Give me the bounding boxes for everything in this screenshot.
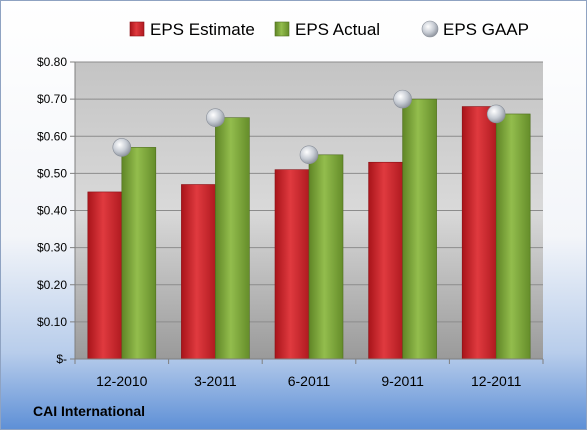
company-name: CAI International: [33, 403, 145, 419]
x-axis: 12-2010 3-2011 6-2011 9-2011 12-2011: [74, 358, 544, 389]
legend-label: EPS Estimate: [150, 20, 255, 39]
legend-swatch-eps-estimate: [129, 21, 145, 37]
bar-eps-estimate: [274, 169, 310, 360]
bar-eps-estimate: [181, 184, 216, 360]
marker-eps-gaap: [112, 138, 132, 157]
marker-eps-gaap: [299, 145, 319, 165]
legend-label: EPS Actual: [295, 20, 380, 39]
legend-label: EPS GAAP: [443, 20, 529, 39]
marker-eps-gaap: [486, 104, 506, 124]
marker-eps-gaap: [206, 108, 225, 127]
y-tick-label: $0.40: [37, 204, 67, 218]
gaap-markers: [112, 89, 506, 165]
y-tick-label: $0.70: [37, 92, 67, 106]
y-tick-label: $0.80: [37, 55, 67, 69]
bar-eps-actual: [308, 154, 344, 360]
y-tick-label: $-: [56, 352, 67, 366]
y-tick-label: $0.60: [37, 129, 67, 143]
bar-eps-actual: [402, 98, 437, 360]
legend-swatch-eps-actual: [274, 21, 290, 37]
legend-swatch-eps-gaap: [421, 20, 439, 38]
bar-eps-actual: [215, 117, 250, 360]
bar-eps-actual: [495, 113, 531, 360]
x-category-label: 9-2011: [381, 373, 424, 389]
marker-eps-gaap: [393, 89, 412, 109]
y-tick-label: $0.20: [37, 278, 67, 292]
x-category-label: 12-2010: [96, 373, 148, 389]
y-axis: $- $0.10 $0.20 $0.30 $0.40 $0.50 $0.60 $0.70 $0.…: [37, 55, 76, 366]
legend: EPS Estimate EPS Actual EPS GAAP: [129, 20, 529, 39]
bar-eps-actual: [121, 147, 157, 360]
x-category-label: 3-2011: [194, 373, 237, 389]
x-category-label: 12-2011: [471, 373, 522, 389]
y-tick-label: $0.10: [37, 315, 67, 329]
y-tick-label: $0.50: [37, 166, 67, 180]
bar-eps-estimate: [87, 191, 123, 360]
bar-eps-estimate: [368, 161, 403, 360]
x-category-label: 6-2011: [288, 373, 331, 389]
y-tick-label: $0.30: [37, 241, 67, 255]
bar-eps-estimate: [461, 106, 497, 360]
